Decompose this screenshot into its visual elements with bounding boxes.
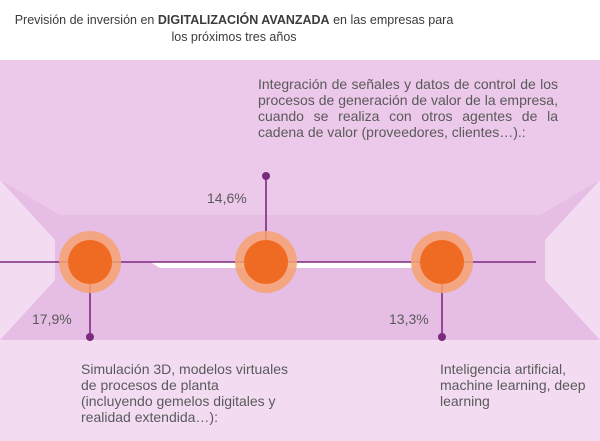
connector-dot-inteligencia	[438, 333, 446, 341]
label-simulacion-3d: Simulación 3D, modelos virtuales de proc…	[81, 361, 288, 425]
value-label-inteligencia: 13,3%	[389, 311, 429, 327]
marker-circle-inteligencia	[420, 240, 464, 284]
marker-circle-simulacion	[68, 240, 112, 284]
title-part-1: Previsión de inversión en	[14, 13, 158, 27]
marker-circle-integracion	[244, 240, 288, 284]
connector-dot-simulacion	[86, 333, 94, 341]
background-band	[0, 180, 600, 340]
background-top-wedge	[0, 60, 600, 215]
label-inteligencia-artificial: Inteligencia artificial, machine learnin…	[440, 361, 586, 409]
value-label-integracion: 14,6%	[207, 190, 247, 206]
title-bold: DIGITALIZACIÓN AVANZADA	[157, 13, 330, 27]
value-label-simulacion: 17,9%	[32, 311, 72, 327]
chart-title: Previsión de inversión en DIGITALIZACIÓN…	[14, 12, 454, 46]
connector-dot-integracion	[262, 172, 270, 180]
label-integracion: Integración de señales y datos de contro…	[258, 76, 558, 140]
title-part-2: en las empresas para los próximos tres a…	[171, 13, 454, 44]
